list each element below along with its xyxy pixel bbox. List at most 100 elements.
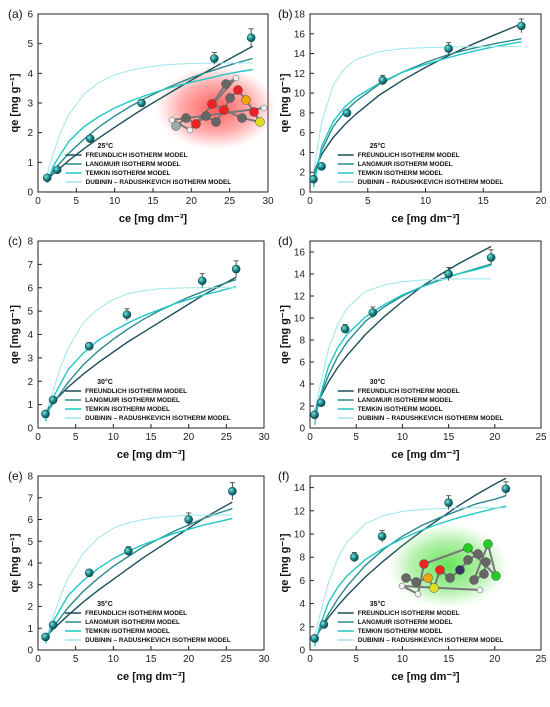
dubinin-curve [45,514,233,640]
data-point [228,486,237,496]
plot-frame [37,240,265,429]
temkin-curve [44,285,237,422]
chart-panel: 0 5 10 15 20 25 30 0 1 2 3 4 5 6 (a) ce [mg dm⁻³] qe [mg… [8,7,276,225]
x-tick-label: 10 [109,196,121,207]
data-point [316,398,326,408]
legend-entry: TEMKIN ISOTHERM MODEL [85,406,170,413]
y-tick-label: 10 [294,314,306,325]
y-tick-label: 4 [27,330,33,341]
y-tick-label: 2 [299,622,305,633]
x-tick-label: 10 [108,432,120,443]
data-point [41,409,50,419]
freundlich-curve [313,245,492,411]
data-point [84,341,94,351]
y-tick-label: 14 [294,270,306,281]
y-tick-label: 1 [27,400,33,411]
y-tick-label: 14 [294,49,306,60]
panel-label: (e) [8,469,23,483]
x-tick-label: 15 [443,432,455,443]
y-tick-label: 8 [27,472,33,483]
y-tick-label: 16 [294,248,306,259]
y-tick-label: 10 [294,89,306,100]
panel-label: (c) [8,234,22,248]
chart-panel: 0 5 10 15 20 25 30 0 1 2 3 4 5 6 7 8 (e) ce [mg dm⁻³] qe [… [8,469,270,683]
x-tick-label: 10 [397,654,409,665]
x-axis-label: ce [mg dm⁻³] [391,671,459,683]
y-tick-label: 4 [299,599,305,610]
legend-entry: FREUNDLICH ISOTHERM MODEL [358,152,460,159]
x-axis-label: ce [mg dm⁻³] [391,449,459,461]
legend-entry: LANGMUIR ISOTHERM MODEL [358,161,453,168]
y-tick-label: 0 [27,188,33,199]
legend-entry: DUBININ – RADUSHKEVICH ISOTHERM MODEL [85,415,231,422]
x-tick-label: 20 [535,196,547,207]
x-tick-label: 5 [73,654,79,665]
x-axis-label: ce [mg dm⁻³] [117,671,185,683]
y-tick-label: 14 [294,483,306,494]
data-point [122,310,132,319]
x-tick-label: 25 [224,196,236,207]
data-point [350,552,359,562]
legend-entry: LANGMUIR ISOTHERM MODEL [86,161,181,168]
x-tick-label: 10 [108,654,120,665]
freundlich-curve [312,23,522,174]
x-tick-label: 25 [221,654,233,665]
y-axis-label: qe [mg g⁻¹] [9,305,21,364]
legend-entry: TEMKIN ISOTHERM MODEL [86,170,171,177]
y-tick-label: 8 [299,553,305,564]
data-point [444,498,453,507]
y-axis-label: qe [mg g⁻¹] [279,305,291,364]
y-tick-label: 2 [27,128,33,139]
y-tick-label: 1 [27,624,33,635]
legend-entry: TEMKIN ISOTHERM MODEL [85,628,170,635]
data-point [486,253,496,262]
x-tick-label: 0 [307,432,313,443]
dubinin-curve [314,507,506,637]
temperature-label: 35°C [370,600,386,608]
y-tick-label: 6 [27,515,33,526]
data-point [310,410,319,420]
chart-panel: 0 5 10 15 20 0 2 4 6 8 10 12 14 16 18(b) ce [mg dm⁻³] qe… [278,7,547,225]
data-point [246,33,256,43]
y-tick-label: 12 [294,292,306,303]
data-point [124,546,133,556]
x-tick-label: 25 [535,432,547,443]
x-tick-label: 5 [353,432,359,443]
x-tick-label: 0 [307,654,313,665]
y-tick-label: 8 [299,336,305,347]
y-tick-label: 2 [299,402,305,413]
panel-label: (d) [278,234,293,248]
x-tick-label: 15 [478,196,490,207]
x-tick-label: 20 [183,654,195,665]
temkin-curve [46,68,253,184]
x-tick-label: 5 [73,432,79,443]
temkin-curve [313,505,507,647]
x-tick-label: 10 [397,432,409,443]
temperature-label: 25°C [370,142,386,150]
y-tick-label: 18 [294,10,306,21]
data-point [231,264,241,274]
y-tick-label: 8 [299,108,305,119]
data-point [52,165,62,175]
data-point [378,75,388,85]
data-point [41,632,50,642]
y-tick-label: 3 [27,353,33,364]
x-tick-label: 30 [258,432,270,443]
temperature-label: 30°C [97,378,113,386]
legend-entry: DUBININ – RADUSHKEVICH ISOTHERM MODEL [358,179,504,186]
data-point [517,21,526,31]
freundlich-curve [46,45,254,181]
x-tick-label: 5 [74,196,80,207]
molecule-structure-green-glow-icon [388,524,508,608]
y-tick-label: 2 [299,168,305,179]
x-tick-label: 5 [353,654,359,665]
temkin-curve [313,264,492,425]
temkin-curve [44,517,233,644]
data-point [309,174,318,184]
data-point [340,324,350,334]
data-point [197,276,207,286]
dubinin-curve [313,46,522,173]
langmuir-curve [46,57,253,180]
y-tick-label: 12 [294,506,306,517]
